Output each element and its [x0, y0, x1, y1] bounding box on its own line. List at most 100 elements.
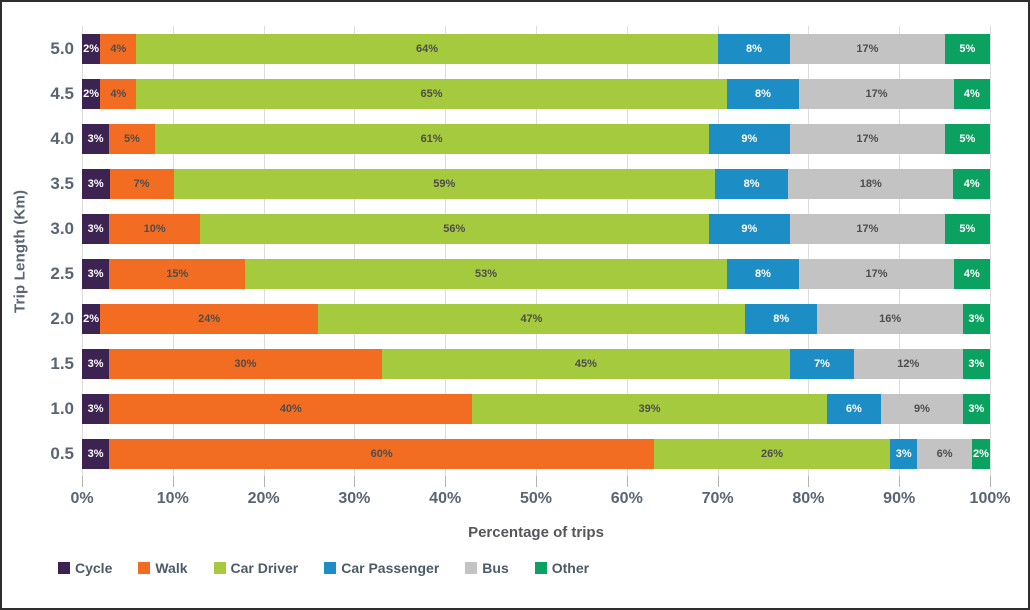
y-tick-label: 2.0	[50, 308, 74, 328]
bar-segment-value: 6%	[936, 447, 953, 460]
bar-segment-car-passenger: 7%	[790, 348, 854, 379]
bar-segment-value: 5%	[959, 132, 976, 145]
bar-segment-value: 3%	[87, 357, 104, 370]
bar-segment-value: 17%	[865, 87, 888, 100]
gridline	[626, 26, 628, 476]
bar-segment-other: 4%	[953, 78, 990, 109]
y-tick-label: 5.0	[50, 38, 74, 58]
bar-segment-car-driver: 61%	[154, 123, 709, 154]
bar-segment-car-driver: 65%	[136, 78, 727, 109]
x-tick-mark	[445, 476, 447, 487]
legend-label: Cycle	[75, 560, 113, 576]
bar-row: 1.0 3% 40% 39% 6% 9% 3%	[30, 386, 990, 431]
stacked-bar: 3% 7% 59% 8% 18% 4%	[82, 168, 990, 199]
bar-segment-bus: 17%	[790, 123, 945, 154]
bar-segment-other: 4%	[953, 258, 990, 289]
bar-segment-car-passenger: 6%	[826, 393, 882, 424]
bar-segment-bus: 17%	[790, 33, 945, 64]
gridline	[263, 26, 265, 476]
bar-segment-walk: 4%	[100, 78, 137, 109]
gridline	[82, 26, 83, 476]
bar-segment-walk: 30%	[109, 348, 382, 379]
legend-item-car-driver: Car Driver	[213, 560, 298, 576]
bar-row: 2.0 2% 24% 47% 8% 16% 3%	[30, 296, 990, 341]
bar-segment-car-passenger: 9%	[708, 123, 791, 154]
x-tick-mark	[808, 476, 810, 487]
bar-segment-car-driver: 47%	[318, 303, 745, 334]
stacked-bar: 3% 15% 53% 8% 17% 4%	[82, 258, 990, 289]
x-tick-mark	[263, 476, 265, 487]
bar-segment-car-passenger: 8%	[714, 168, 789, 199]
gridline	[536, 26, 537, 476]
gridline	[808, 26, 810, 476]
bar-segment-value: 2%	[972, 447, 989, 460]
bar-segment-value: 3%	[87, 222, 104, 235]
bar-segment-walk: 15%	[109, 258, 246, 289]
bar-segment-car-passenger: 9%	[708, 213, 791, 244]
legend-item-walk: Walk	[138, 560, 188, 576]
bar-segment-car-driver: 56%	[200, 213, 709, 244]
y-tick-label: 4.0	[50, 128, 74, 148]
bar-segment-cycle: 3%	[82, 393, 110, 424]
legend-swatch-icon	[465, 562, 478, 574]
x-tick-mark	[990, 476, 991, 487]
bar-segment-other: 3%	[962, 393, 990, 424]
bar-segment-value: 4%	[963, 177, 980, 190]
legend-swatch-icon	[58, 562, 70, 574]
bar-segment-car-passenger: 8%	[726, 78, 800, 109]
bar-segment-value: 3%	[87, 267, 104, 280]
bar-segment-cycle: 3%	[82, 123, 110, 154]
bar-segment-value: 2%	[83, 42, 100, 55]
x-tick-label: 100%	[969, 490, 1011, 507]
bar-segment-other: 2%	[971, 438, 990, 469]
bar-segment-walk: 40%	[109, 393, 473, 424]
bar-segment-car-driver: 45%	[381, 348, 791, 379]
bar-segment-value: 45%	[574, 357, 597, 370]
bar-segment-value: 6%	[845, 402, 862, 415]
bar-segment-value: 47%	[520, 312, 543, 325]
bar-segment-value: 53%	[475, 267, 498, 280]
gridlines	[82, 26, 991, 476]
y-tick-label: 3.5	[50, 173, 74, 193]
bar-segment-value: 3%	[968, 312, 985, 325]
bar-segment-car-passenger: 8%	[717, 33, 791, 64]
bar-segment-value: 3%	[87, 402, 104, 415]
gridline	[354, 26, 356, 476]
stacked-bar: 3% 10% 56% 9% 17% 5%	[82, 213, 990, 244]
gridline	[899, 26, 901, 476]
bar-segment-value: 17%	[865, 267, 888, 280]
y-tick-label: 3.0	[50, 218, 74, 238]
x-tick-mark	[354, 476, 356, 487]
legend-label: Other	[551, 560, 590, 576]
bar-segment-value: 12%	[897, 357, 920, 370]
x-tick-label: 0%	[70, 490, 94, 507]
bar-segment-walk: 4%	[100, 33, 137, 64]
legend-swatch-icon	[324, 562, 337, 574]
bar-segment-other: 3%	[962, 348, 990, 379]
bar-segment-value: 60%	[370, 447, 393, 460]
bar-segment-value: 26%	[761, 447, 784, 460]
gridline	[172, 26, 174, 476]
bar-segment-value: 2%	[83, 87, 100, 100]
bar-segment-walk: 10%	[109, 213, 201, 244]
bar-segment-value: 10%	[143, 222, 166, 235]
x-tick-label: 50%	[519, 490, 553, 507]
bar-row: 3.5 3% 7% 59% 8% 18% 4%	[30, 161, 990, 206]
bar-segment-bus: 17%	[799, 258, 954, 289]
bar-segment-cycle: 3%	[82, 438, 110, 469]
bar-segment-value: 61%	[420, 132, 443, 145]
bar-segment-value: 39%	[638, 402, 661, 415]
legend-label: Bus	[482, 560, 509, 576]
y-tick-label: 2.5	[50, 263, 74, 283]
bar-segment-value: 9%	[741, 132, 758, 145]
y-tick-label: 1.0	[50, 398, 74, 418]
bar-segment-value: 9%	[741, 222, 758, 235]
bar-segment-value: 16%	[879, 312, 902, 325]
bar-segment-walk: 24%	[100, 303, 319, 334]
bar-segment-cycle: 3%	[82, 168, 110, 199]
bar-segment-other: 5%	[944, 123, 990, 154]
legend-item-cycle: Cycle	[58, 560, 112, 576]
legend-item-car-passenger: Car Passenger	[324, 560, 439, 576]
y-tick-label: 4.5	[50, 83, 74, 103]
legend-swatch-icon	[138, 562, 151, 574]
